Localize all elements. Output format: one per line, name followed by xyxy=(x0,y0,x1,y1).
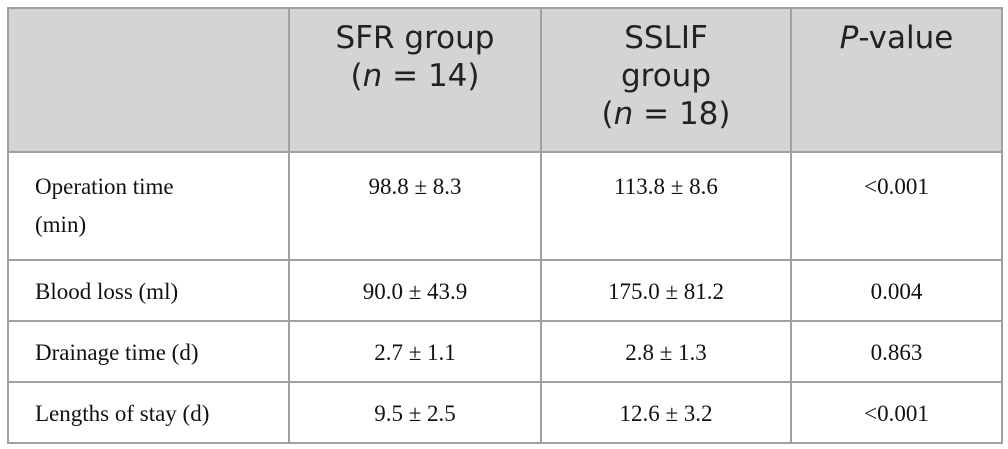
cell: 12.6 ± 3.2 xyxy=(540,381,792,444)
header-cell: SFR group (n = 14) xyxy=(288,7,542,153)
header-text: SFR group xyxy=(335,20,495,56)
header-text: = 18) xyxy=(633,96,731,132)
body-row: Operation time (min) 98.8 ± 8.3 113.8 ± 8.… xyxy=(7,151,1003,261)
cell: <0.001 xyxy=(790,151,1003,261)
header-cell: SSLIF group (n = 18) xyxy=(540,7,792,153)
cell: 0.004 xyxy=(790,259,1003,322)
header-text: = 14) xyxy=(382,58,480,94)
body-row: Drainage time (d) 2.7 ± 1.1 2.8 ± 1.3 0.863 xyxy=(7,320,1003,383)
header-text: ( xyxy=(350,58,363,94)
cell: 0.863 xyxy=(790,320,1003,383)
header-text: SSLIF xyxy=(624,20,708,56)
cell: 113.8 ± 8.6 xyxy=(540,151,792,261)
cell: 2.8 ± 1.3 xyxy=(540,320,792,383)
row-label: Operation time (min) xyxy=(7,151,290,261)
header-text: ( xyxy=(601,96,614,132)
data-table: SFR group (n = 14) SSLIF group (n = 18) P-v… xyxy=(7,7,1003,444)
header-row: SFR group (n = 14) SSLIF group (n = 18) P-v… xyxy=(7,7,1003,153)
header-text: n xyxy=(613,96,634,132)
cell: 9.5 ± 2.5 xyxy=(288,381,542,444)
body-row: Blood loss (ml) 90.0 ± 43.9 175.0 ± 81.2 0.… xyxy=(7,259,1003,322)
header-cell: P-value xyxy=(790,7,1003,153)
header-text: -value xyxy=(858,20,954,56)
cell: <0.001 xyxy=(790,381,1003,444)
cell: 175.0 ± 81.2 xyxy=(540,259,792,322)
header-text: n xyxy=(362,58,383,94)
row-label: Drainage time (d) xyxy=(7,320,290,383)
cell: 2.7 ± 1.1 xyxy=(288,320,542,383)
cell: 90.0 ± 43.9 xyxy=(288,259,542,322)
body-row: Lengths of stay (d) 9.5 ± 2.5 12.6 ± 3.2 <0… xyxy=(7,381,1003,444)
header-text: P xyxy=(839,20,859,56)
cell: 98.8 ± 8.3 xyxy=(288,151,542,261)
header-cell xyxy=(7,7,290,153)
row-label: Blood loss (ml) xyxy=(7,259,290,322)
header-text: group xyxy=(620,58,712,94)
row-label: Lengths of stay (d) xyxy=(7,381,290,444)
